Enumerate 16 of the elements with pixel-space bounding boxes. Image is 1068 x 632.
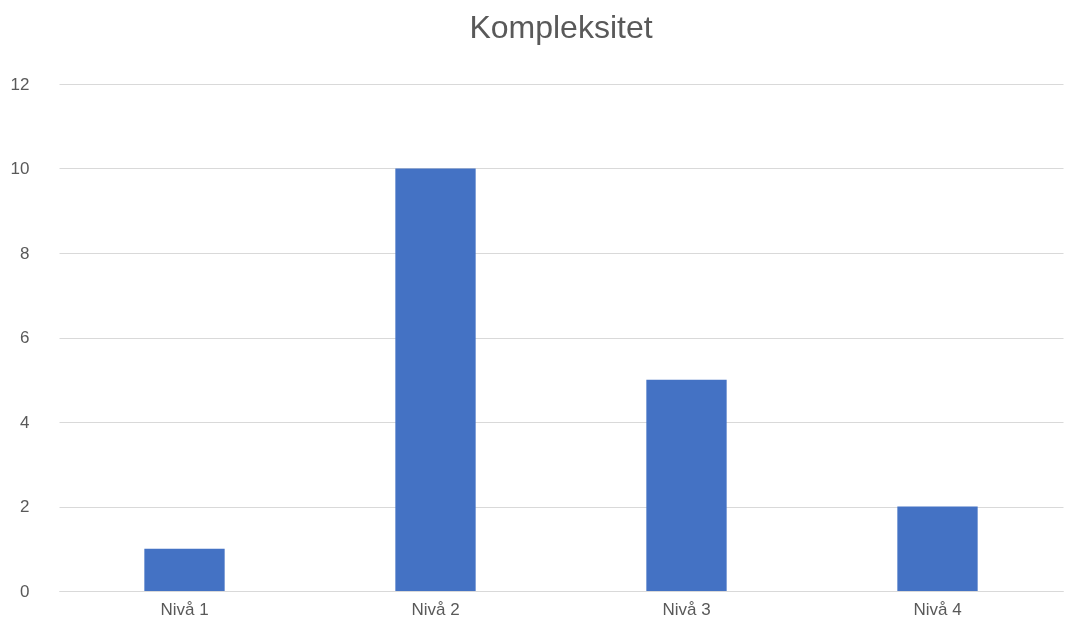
bar [646, 379, 727, 591]
y-tick-label: 2 [20, 497, 30, 516]
x-tick-label: Nivå 1 [160, 599, 209, 619]
bar [144, 548, 225, 591]
x-tick-label: Nivå 4 [913, 599, 962, 619]
y-tick-label: 12 [10, 74, 30, 94]
y-tick-label: 6 [20, 328, 30, 347]
y-tick-label: 8 [20, 243, 30, 263]
x-tick-label: Nivå 3 [662, 599, 711, 619]
chart-title: Kompleksitet [469, 9, 653, 45]
bar [395, 168, 476, 591]
y-tick-label: 10 [10, 159, 30, 178]
bar [897, 506, 978, 591]
y-tick-label: 0 [20, 581, 30, 601]
x-tick-label: Nivå 2 [411, 599, 460, 619]
y-tick-label: 4 [20, 412, 30, 432]
